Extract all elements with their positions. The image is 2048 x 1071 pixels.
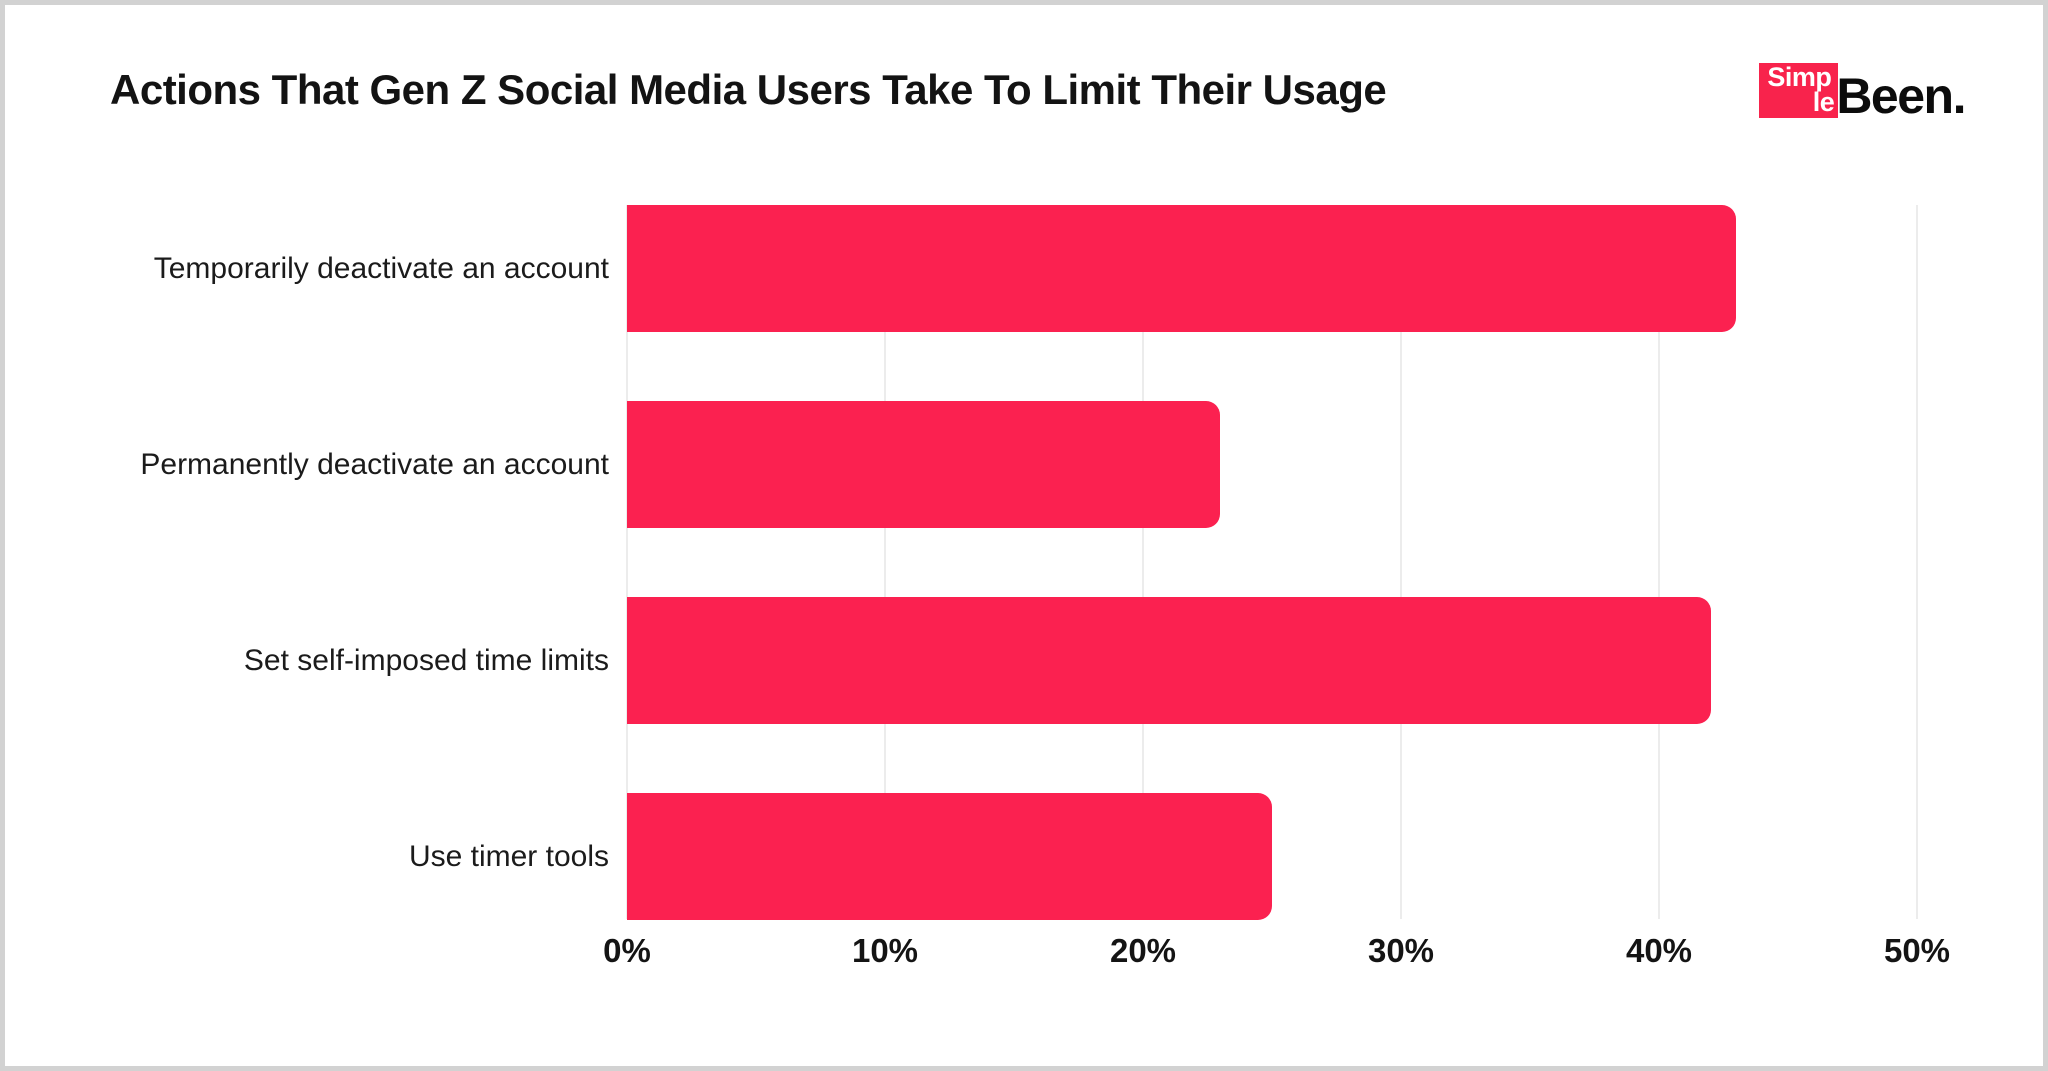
- bar-permanently-deactivate-an-account: [627, 401, 1221, 528]
- x-axis-tick-50%: 50%: [1883, 932, 1951, 969]
- brand-logo-mark-line2: le: [1812, 87, 1835, 117]
- bar-set-self-imposed-time-limits: [627, 597, 1711, 724]
- gridline-40%: [1658, 205, 1660, 919]
- brand-logo-wordmark: Been.: [1836, 67, 1966, 124]
- x-axis-tick-10%: 10%: [851, 932, 919, 969]
- gridline-0%: [626, 205, 628, 919]
- category-label: Set self-imposed time limits: [243, 643, 609, 677]
- gridline-50%: [1916, 205, 1918, 919]
- brand-logo: Simp le Been.: [1759, 62, 1966, 124]
- chart-title: Actions That Gen Z Social Media Users Ta…: [110, 66, 1387, 113]
- chart-header: Actions That Gen Z Social Media Users Ta…: [110, 55, 1966, 125]
- bar-temporarily-deactivate-an-account: [627, 205, 1737, 332]
- bar-use-timer-tools: [627, 793, 1272, 920]
- brand-logo-mark: Simp le: [1759, 62, 1839, 118]
- x-axis-tick-0%: 0%: [603, 932, 651, 969]
- x-axis-tick-40%: 40%: [1625, 932, 1693, 969]
- x-axis-tick-30%: 30%: [1367, 932, 1435, 969]
- category-label: Temporarily deactivate an account: [153, 251, 609, 285]
- gridline-20%: [1142, 205, 1144, 919]
- category-label: Use timer tools: [408, 839, 609, 873]
- brand-logo-mark-line1: Simp: [1767, 62, 1832, 92]
- gridline-10%: [884, 205, 886, 919]
- category-label: Permanently deactivate an account: [140, 447, 609, 481]
- x-axis-tick-20%: 20%: [1109, 932, 1177, 969]
- bar-chart-plot-area: 0% 10% 20% 30% 40% 50% Temporarily deactivate …: [140, 205, 1950, 969]
- gridline-30%: [1400, 205, 1402, 919]
